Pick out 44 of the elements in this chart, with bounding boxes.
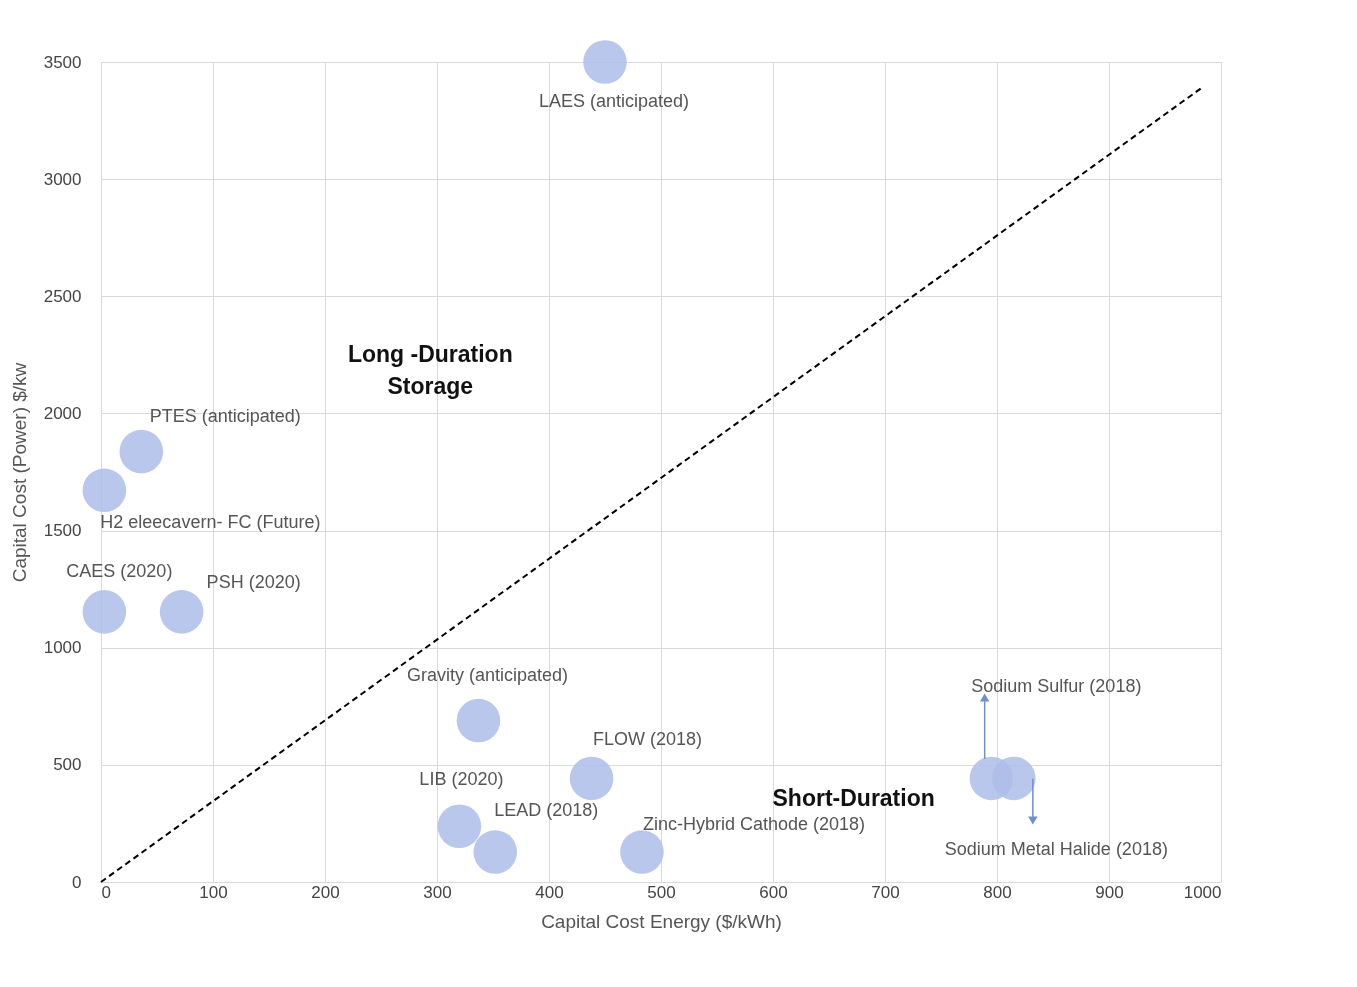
x-tick-label: 1000 bbox=[1183, 882, 1222, 902]
x-tick-label: 600 bbox=[759, 882, 788, 902]
annotation: CAES (2020) bbox=[66, 560, 173, 581]
point bbox=[437, 804, 482, 848]
x-tick-label: 900 bbox=[1095, 882, 1124, 902]
annotation: FLOW (2018) bbox=[593, 729, 703, 750]
x-tick-label: 400 bbox=[535, 882, 564, 902]
point bbox=[583, 40, 627, 84]
x-axis-title: Capital Cost Energy ($/kWh) bbox=[541, 910, 782, 932]
point bbox=[159, 590, 204, 634]
point bbox=[992, 756, 1036, 801]
point bbox=[119, 429, 164, 474]
annotation: LAES (anticipated) bbox=[538, 91, 690, 111]
point bbox=[569, 756, 614, 801]
point bbox=[82, 468, 127, 513]
x-tick-label: 700 bbox=[871, 882, 900, 902]
annotation: PSH (2020) bbox=[206, 571, 301, 592]
annotation: Long -Duration Storage bbox=[347, 340, 513, 399]
annotation: Zinc-Hybrid Cathode (2018) bbox=[642, 814, 866, 835]
annotation: Short-Duration bbox=[772, 785, 935, 812]
y-tick-label: 1000 bbox=[43, 638, 82, 658]
annotation: Sodium Metal Halide (2018) bbox=[944, 839, 1168, 860]
y-tick-label: 1500 bbox=[43, 521, 82, 541]
y-tick-label: 2000 bbox=[43, 403, 82, 423]
y-tick-label: 3000 bbox=[43, 169, 82, 189]
annotation: LIB (2020) bbox=[419, 769, 504, 790]
annotation: PTES (anticipated) bbox=[149, 405, 301, 426]
y-tick-label: 2500 bbox=[43, 286, 82, 306]
y-tick-label: 500 bbox=[53, 755, 82, 775]
y-tick-label: 3500 bbox=[43, 52, 82, 72]
point bbox=[82, 590, 127, 634]
x-tick-label: 100 bbox=[199, 882, 228, 902]
x-tick-label: 300 bbox=[423, 882, 452, 902]
x-tick-label: 800 bbox=[983, 882, 1012, 902]
x-tick-label: 500 bbox=[647, 882, 676, 902]
y-axis-title: Capital Cost (Power) $/kw bbox=[8, 362, 30, 583]
annotation: Sodium Sulfur (2018) bbox=[971, 675, 1142, 696]
point bbox=[473, 830, 518, 874]
point bbox=[456, 698, 501, 743]
annotation: LEAD (2018) bbox=[494, 800, 599, 821]
x-tick-label: 200 bbox=[311, 882, 340, 902]
x-tick-label: 0 bbox=[101, 882, 111, 902]
annotation: H2 eleecavern- FC (Future) bbox=[100, 512, 321, 533]
annotation: Gravity (anticipated) bbox=[406, 664, 568, 685]
